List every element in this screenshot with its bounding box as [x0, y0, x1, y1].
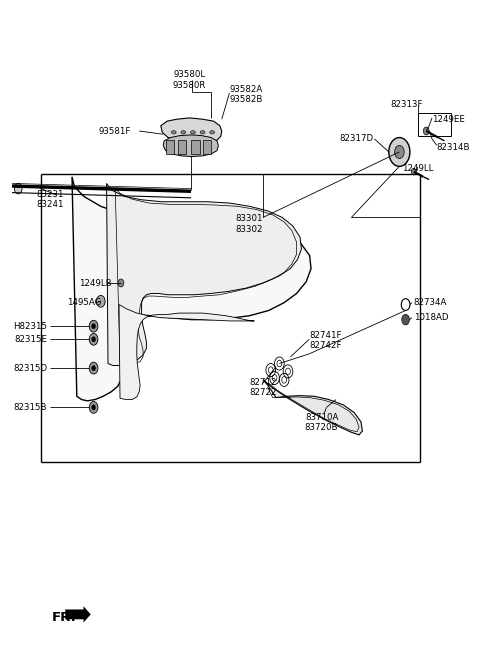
Text: 82317D: 82317D [339, 134, 373, 143]
Circle shape [89, 333, 98, 345]
Polygon shape [161, 118, 222, 144]
Text: 82315B: 82315B [13, 403, 47, 412]
Text: 82315D: 82315D [13, 364, 47, 373]
Text: 1249LB: 1249LB [79, 279, 111, 288]
Text: 1018AD: 1018AD [414, 313, 448, 322]
Circle shape [96, 295, 105, 307]
Ellipse shape [200, 130, 205, 134]
Circle shape [402, 314, 409, 325]
Text: 83231
83241: 83231 83241 [36, 190, 64, 210]
Text: FR.: FR. [52, 610, 77, 624]
Text: 1249EE: 1249EE [432, 115, 465, 124]
Text: 82314B: 82314B [437, 143, 470, 152]
Polygon shape [263, 380, 362, 435]
Circle shape [411, 168, 416, 175]
Bar [203, 140, 211, 154]
FancyArrow shape [65, 607, 91, 622]
Text: 82741F
82742F: 82741F 82742F [310, 331, 342, 350]
Circle shape [423, 127, 429, 135]
Text: 82712
82722: 82712 82722 [249, 378, 277, 398]
Polygon shape [119, 305, 254, 400]
Text: H82315: H82315 [13, 322, 47, 331]
Text: 93580L
93580R: 93580L 93580R [173, 70, 206, 90]
Ellipse shape [181, 130, 186, 134]
Polygon shape [163, 135, 218, 157]
Circle shape [92, 337, 96, 342]
Ellipse shape [171, 130, 176, 134]
Circle shape [92, 365, 96, 371]
Text: 83301
83302: 83301 83302 [235, 214, 263, 234]
Bar [166, 140, 174, 154]
Circle shape [14, 183, 22, 194]
Circle shape [92, 324, 96, 329]
Text: 82313F: 82313F [391, 100, 423, 109]
Bar [191, 140, 200, 154]
Circle shape [395, 145, 404, 159]
Circle shape [89, 320, 98, 332]
Text: 82315E: 82315E [14, 335, 47, 344]
Polygon shape [72, 177, 311, 401]
Polygon shape [107, 183, 301, 365]
Ellipse shape [210, 130, 215, 134]
Bar [178, 140, 186, 154]
Ellipse shape [191, 130, 195, 134]
Text: 83710A
83720B: 83710A 83720B [305, 413, 338, 432]
Circle shape [118, 279, 124, 287]
Text: 1495AG: 1495AG [67, 298, 101, 307]
Text: 93582A
93582B: 93582A 93582B [229, 84, 263, 104]
Circle shape [92, 405, 96, 410]
Circle shape [89, 362, 98, 374]
Text: 1249LL: 1249LL [402, 164, 433, 174]
Text: 93581F: 93581F [98, 126, 131, 136]
Text: 82734A: 82734A [414, 298, 447, 307]
Circle shape [389, 138, 410, 166]
Circle shape [89, 402, 98, 413]
